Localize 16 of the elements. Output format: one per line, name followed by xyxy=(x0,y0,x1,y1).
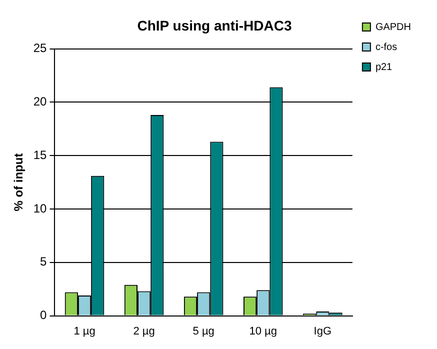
y-tick-label: 0 xyxy=(40,308,48,322)
x-tick-label: 1 µg xyxy=(74,325,96,338)
x-tick-label: IgG xyxy=(314,325,332,338)
y-tick-label: 10 xyxy=(33,201,48,216)
x-tick-label: 2 µg xyxy=(133,325,155,338)
y-tick-label: 25 xyxy=(33,41,48,56)
chart-title: ChIP using anti-HDAC3 xyxy=(137,17,292,34)
y-tick-label: 15 xyxy=(33,148,48,162)
y-tick-label: 5 xyxy=(40,254,48,269)
legend-label: GAPDH xyxy=(375,22,411,33)
y-axis-title: % of input xyxy=(12,153,26,212)
x-tick-label: 5 µg xyxy=(192,325,214,338)
x-tick-label: 10 µg xyxy=(249,325,278,338)
y-tick-label: 20 xyxy=(33,94,48,109)
legend-label: p21 xyxy=(375,62,393,73)
legend-label: c-fos xyxy=(375,42,398,53)
